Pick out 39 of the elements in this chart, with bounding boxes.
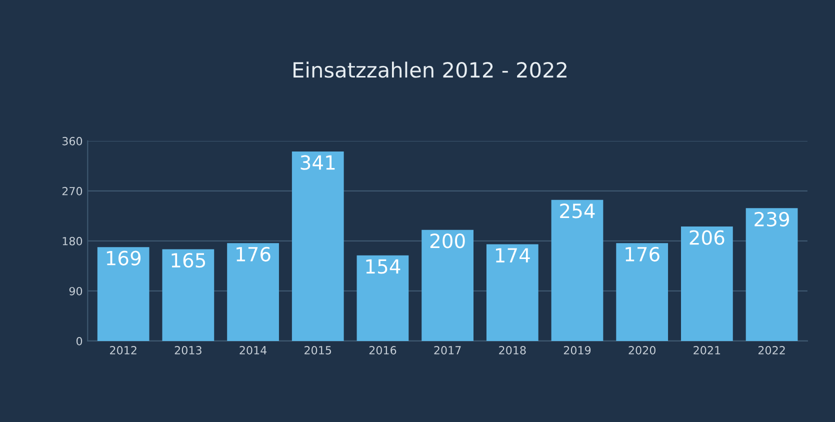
x-tick-label: 2020 <box>628 346 656 354</box>
data-label: 200 <box>430 234 465 248</box>
y-tick-label: 0 <box>76 336 82 346</box>
data-label: 239 <box>754 212 789 227</box>
bar <box>162 249 214 341</box>
data-label: 341 <box>300 155 335 170</box>
bar <box>746 208 798 341</box>
bar <box>551 200 604 341</box>
bar <box>681 226 733 341</box>
bar <box>356 255 409 341</box>
y-tick-label: 90 <box>69 286 82 296</box>
x-tick-label: 2022 <box>758 346 785 354</box>
x-tick-label: 2017 <box>434 346 461 354</box>
x-tick-label: 2013 <box>174 346 202 354</box>
x-tick-label: 2016 <box>369 346 396 354</box>
bar <box>486 244 538 341</box>
bar <box>292 152 344 341</box>
y-tick-label: 270 <box>62 186 82 196</box>
x-tick-label: 2012 <box>110 346 136 354</box>
bar <box>422 230 474 341</box>
x-tick-label: 2014 <box>240 346 267 354</box>
bar <box>227 243 279 341</box>
data-label: 206 <box>690 230 724 245</box>
bar <box>97 247 150 341</box>
y-tick-label: 360 <box>62 136 82 146</box>
y-tick-label: 180 <box>62 236 82 246</box>
chart-title: Einsatzzahlen 2012 - 2022 <box>294 62 566 78</box>
x-tick-label: 2019 <box>564 346 591 354</box>
x-tick-label: 2015 <box>304 346 332 354</box>
data-label: 254 <box>560 204 595 218</box>
data-label: 154 <box>366 259 400 274</box>
x-tick-label: 2018 <box>499 346 526 354</box>
data-label: 165 <box>172 252 206 268</box>
data-label: 174 <box>496 248 530 262</box>
data-label: 176 <box>236 246 270 262</box>
x-tick-label: 2021 <box>694 346 720 354</box>
data-label: 169 <box>106 250 141 266</box>
data-label: 176 <box>626 246 660 262</box>
bar <box>616 243 668 341</box>
